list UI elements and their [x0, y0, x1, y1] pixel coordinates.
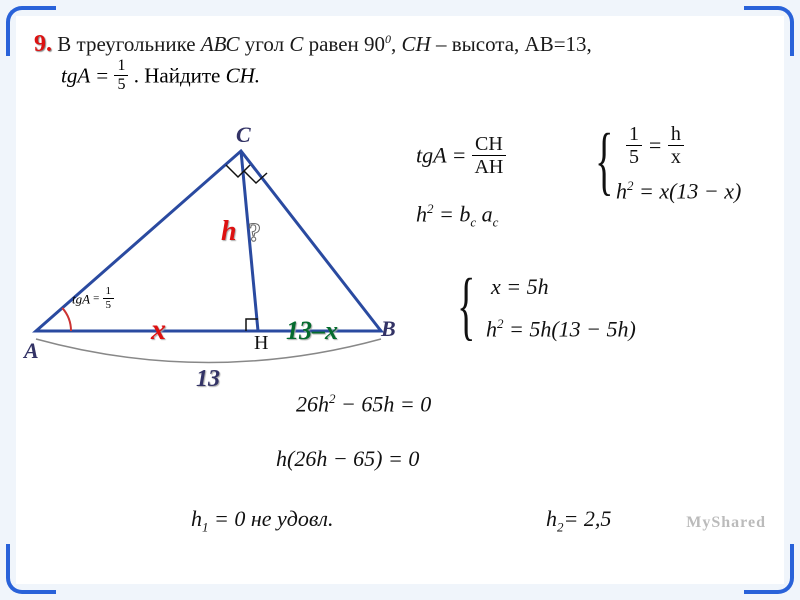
tga-in-triangle: tgA = 1 5: [72, 288, 114, 313]
slide-content: 9. В треугольнике АВС угол С равен 900, …: [16, 16, 784, 584]
sys2-line2: h2 = 5h(13 − 5h): [486, 316, 636, 342]
sys2-line1: x = 5h: [491, 274, 549, 300]
watermark: MyShared: [686, 514, 766, 532]
eq-26h2: 26h2 − 65h = 0: [296, 391, 431, 417]
problem-text: 9. В треугольнике АВС угол С равен 900, …: [34, 26, 764, 62]
triangle-diagram: A B C H h ? x 13–x 13 tgA = 1 5: [26, 116, 406, 396]
eq-factored: h(26h − 65) = 0: [276, 446, 419, 472]
eq-tga-ch-ah: tgA = CHAH: [416, 136, 506, 179]
sys1-line2: h2 = x(13 − x): [616, 178, 741, 204]
problem-number: 9.: [34, 31, 52, 57]
h1-solution: h1 = 0 не удовл.: [191, 506, 334, 535]
sys1-line1: 15 = hx: [626, 126, 684, 169]
brace-2: {: [457, 268, 475, 344]
h2-solution: h2= 2,5: [546, 506, 611, 535]
triangle-svg: [26, 116, 406, 396]
vertex-C: C: [236, 122, 251, 148]
altitude-h: h: [221, 216, 237, 248]
question-mark: ?: [248, 218, 261, 248]
point-H: H: [254, 332, 268, 355]
segment-13-x: 13–x: [286, 316, 338, 346]
problem-line2: tgA = 1 5 . Найдите СН.: [61, 60, 260, 95]
fraction-1-5: 1 5: [114, 58, 128, 93]
vertex-A: A: [24, 338, 39, 364]
segment-x: x: [151, 313, 166, 347]
hypotenuse-13: 13: [196, 366, 220, 393]
eq-h2-bc-ac: h2 = bc ac: [416, 201, 498, 231]
vertex-B: B: [381, 316, 396, 342]
brace-1: {: [595, 123, 613, 199]
